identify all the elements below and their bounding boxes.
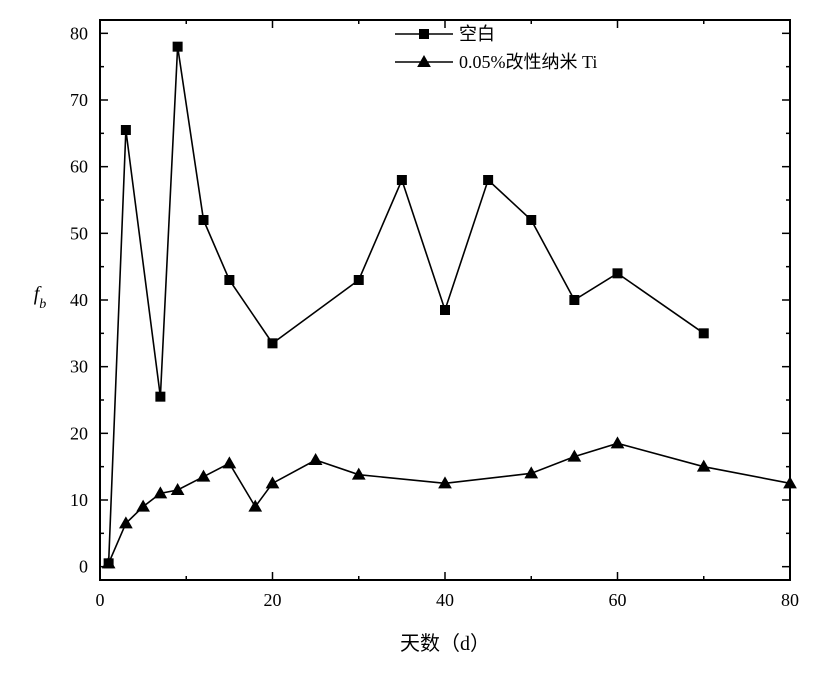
y-tick-label: 40: [70, 290, 88, 310]
y-tick-label: 0: [79, 557, 88, 577]
legend-label: 0.05%改性纳米 Ti: [459, 52, 597, 72]
x-tick-label: 40: [436, 590, 454, 610]
x-axis-title: 天数（d）: [400, 632, 490, 655]
square-marker-icon: [268, 339, 277, 348]
square-marker-icon: [527, 216, 536, 225]
square-marker-icon: [354, 276, 363, 285]
chart-canvas: 02040608001020304050607080天数（d）fb空白0.05%…: [0, 0, 815, 683]
y-tick-label: 70: [70, 90, 88, 110]
square-marker-icon: [420, 30, 429, 39]
y-tick-label: 20: [70, 423, 88, 443]
square-marker-icon: [173, 42, 182, 51]
line-chart: 02040608001020304050607080天数（d）fb空白0.05%…: [0, 0, 815, 683]
x-tick-label: 20: [264, 590, 282, 610]
square-marker-icon: [441, 306, 450, 315]
y-tick-label: 80: [70, 23, 88, 43]
x-tick-label: 0: [96, 590, 105, 610]
square-marker-icon: [484, 176, 493, 185]
y-tick-label: 50: [70, 223, 88, 243]
square-marker-icon: [699, 329, 708, 338]
square-marker-icon: [613, 269, 622, 278]
x-tick-label: 60: [609, 590, 627, 610]
legend-label: 空白: [459, 24, 495, 44]
x-tick-label: 80: [781, 590, 799, 610]
y-tick-label: 30: [70, 357, 88, 377]
y-tick-label: 10: [70, 490, 88, 510]
square-marker-icon: [121, 126, 130, 135]
square-marker-icon: [225, 276, 234, 285]
y-tick-label: 60: [70, 157, 88, 177]
square-marker-icon: [397, 176, 406, 185]
square-marker-icon: [199, 216, 208, 225]
square-marker-icon: [156, 392, 165, 401]
square-marker-icon: [570, 296, 579, 305]
